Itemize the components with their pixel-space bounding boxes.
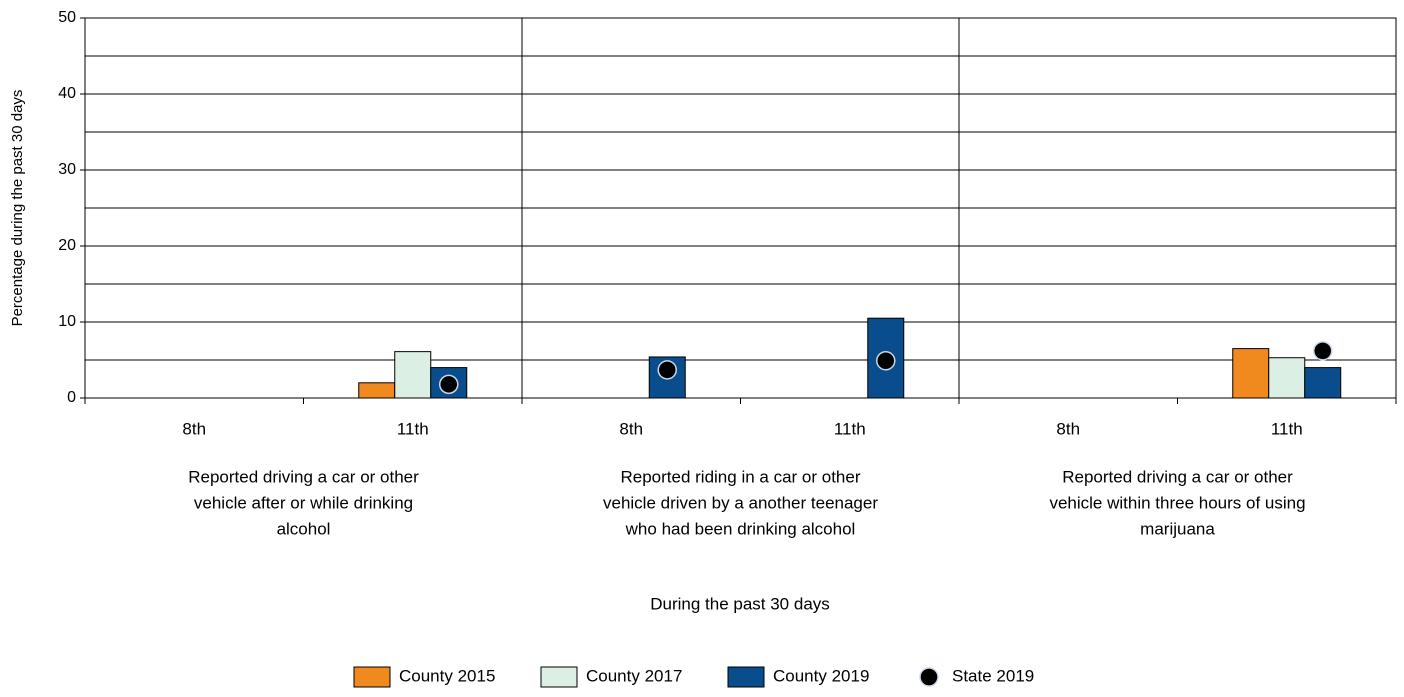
legend-swatch — [540, 666, 578, 688]
bar — [1268, 357, 1306, 399]
state-dot — [439, 374, 459, 395]
group-label: who had been drinking alcohol — [625, 519, 856, 538]
x-tick-label: 8th — [182, 419, 206, 438]
bar — [358, 382, 396, 399]
legend-swatch — [727, 666, 765, 688]
group-label: alcohol — [277, 519, 331, 538]
group-label: Reported driving a car or other — [188, 467, 419, 486]
bar — [1304, 367, 1342, 399]
legend-label: County 2017 — [586, 666, 682, 685]
x-axis-label: During the past 30 days — [650, 594, 830, 613]
group-label: vehicle after or while drinking — [194, 493, 413, 512]
y-tick-label: 50 — [58, 9, 76, 26]
y-tick-label: 10 — [58, 313, 76, 330]
x-tick-label: 11th — [397, 419, 429, 438]
x-tick-label: 11th — [834, 419, 866, 438]
state-dot — [1313, 341, 1333, 361]
state-dot — [657, 360, 677, 380]
bar — [394, 351, 432, 399]
group-label: Reported riding in a car or other — [620, 467, 860, 486]
x-tick-label: 8th — [619, 419, 643, 438]
x-tick-label: 11th — [1271, 419, 1303, 438]
state-dot — [876, 351, 896, 371]
group-label: Reported driving a car or other — [1062, 467, 1293, 486]
group-label: vehicle within three hours of using — [1049, 493, 1305, 512]
legend-label: County 2019 — [773, 666, 869, 685]
group-label: marijuana — [1140, 519, 1215, 538]
legend-label: County 2015 — [399, 666, 495, 685]
y-tick-label: 40 — [58, 85, 76, 102]
y-tick-label: 0 — [67, 389, 76, 406]
legend-swatch — [919, 667, 939, 687]
bar — [1232, 348, 1270, 399]
y-tick-label: 20 — [58, 237, 76, 254]
legend-swatch — [353, 666, 391, 688]
y-axis-label: Percentage during the past 30 days — [9, 90, 26, 327]
y-tick-label: 30 — [58, 161, 76, 178]
x-tick-label: 8th — [1056, 419, 1080, 438]
group-label: vehicle driven by a another teenager — [603, 493, 878, 512]
legend-label: State 2019 — [952, 666, 1034, 685]
